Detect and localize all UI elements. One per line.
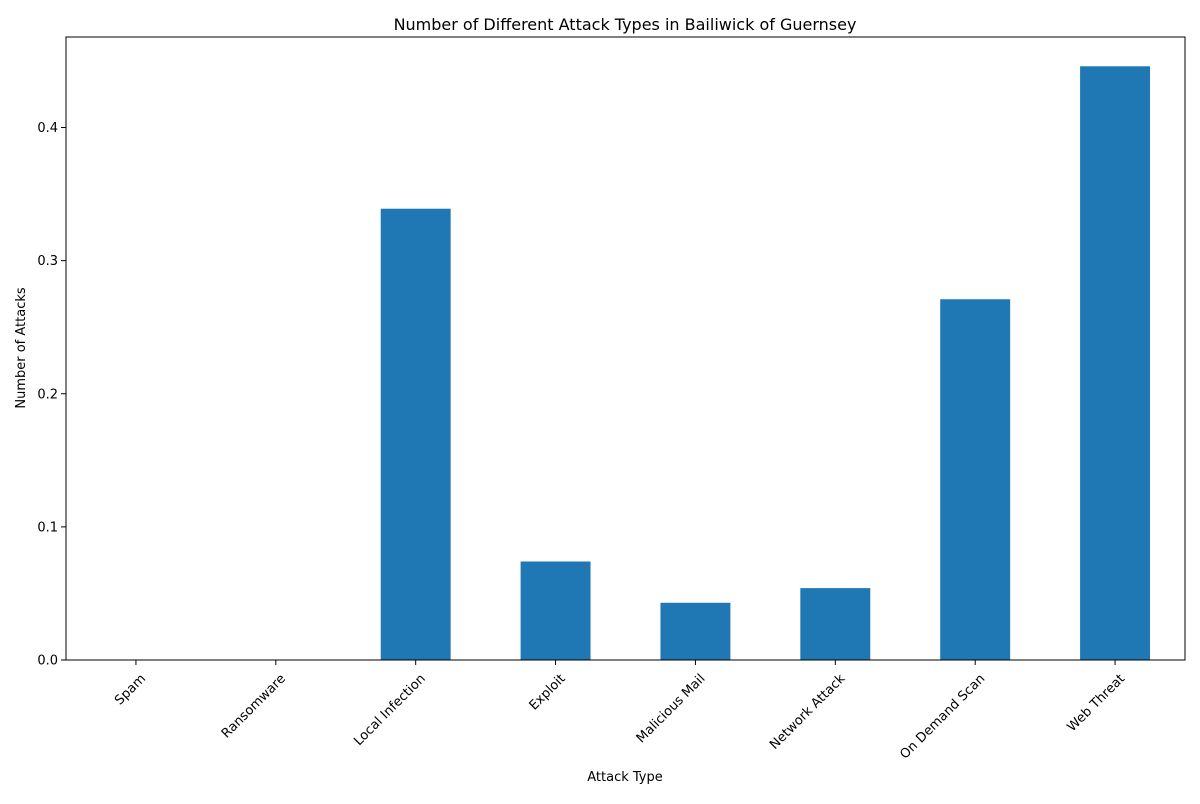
x-tick-label: Malicious Mail bbox=[634, 671, 709, 746]
bar-7 bbox=[1080, 66, 1151, 661]
x-tick-label: On Demand Scan bbox=[897, 671, 988, 762]
x-axis-label: Attack Type bbox=[587, 770, 663, 785]
x-tick-label: Ransomware bbox=[219, 671, 289, 741]
y-tick-label: 0.3 bbox=[37, 254, 58, 269]
y-tick-label: 0.1 bbox=[37, 520, 58, 535]
x-tick-label: Local Infection bbox=[351, 671, 428, 748]
y-tick-label: 0.4 bbox=[37, 121, 58, 136]
bar-2 bbox=[380, 208, 451, 660]
bar-3 bbox=[520, 561, 591, 660]
x-tick-label: Spam bbox=[112, 671, 149, 708]
plot-frame bbox=[65, 36, 1186, 661]
y-tick-label: 0.0 bbox=[37, 654, 58, 669]
x-tick-label: Exploit bbox=[527, 671, 569, 713]
y-tick-label: 0.2 bbox=[37, 387, 58, 402]
bar-6 bbox=[940, 299, 1011, 660]
x-tick-label: Network Attack bbox=[767, 671, 849, 753]
bar-4 bbox=[660, 602, 731, 660]
x-tick-label: Web Threat bbox=[1065, 671, 1128, 734]
chart-title: Number of Different Attack Types in Bail… bbox=[394, 15, 857, 34]
bar-5 bbox=[800, 588, 871, 660]
plot-area: 0.0 0.1 0.2 0.3 0.4 Spam Ransomware Local Infec… bbox=[37, 36, 1186, 762]
y-axis-label: Number of Attacks bbox=[14, 287, 29, 409]
